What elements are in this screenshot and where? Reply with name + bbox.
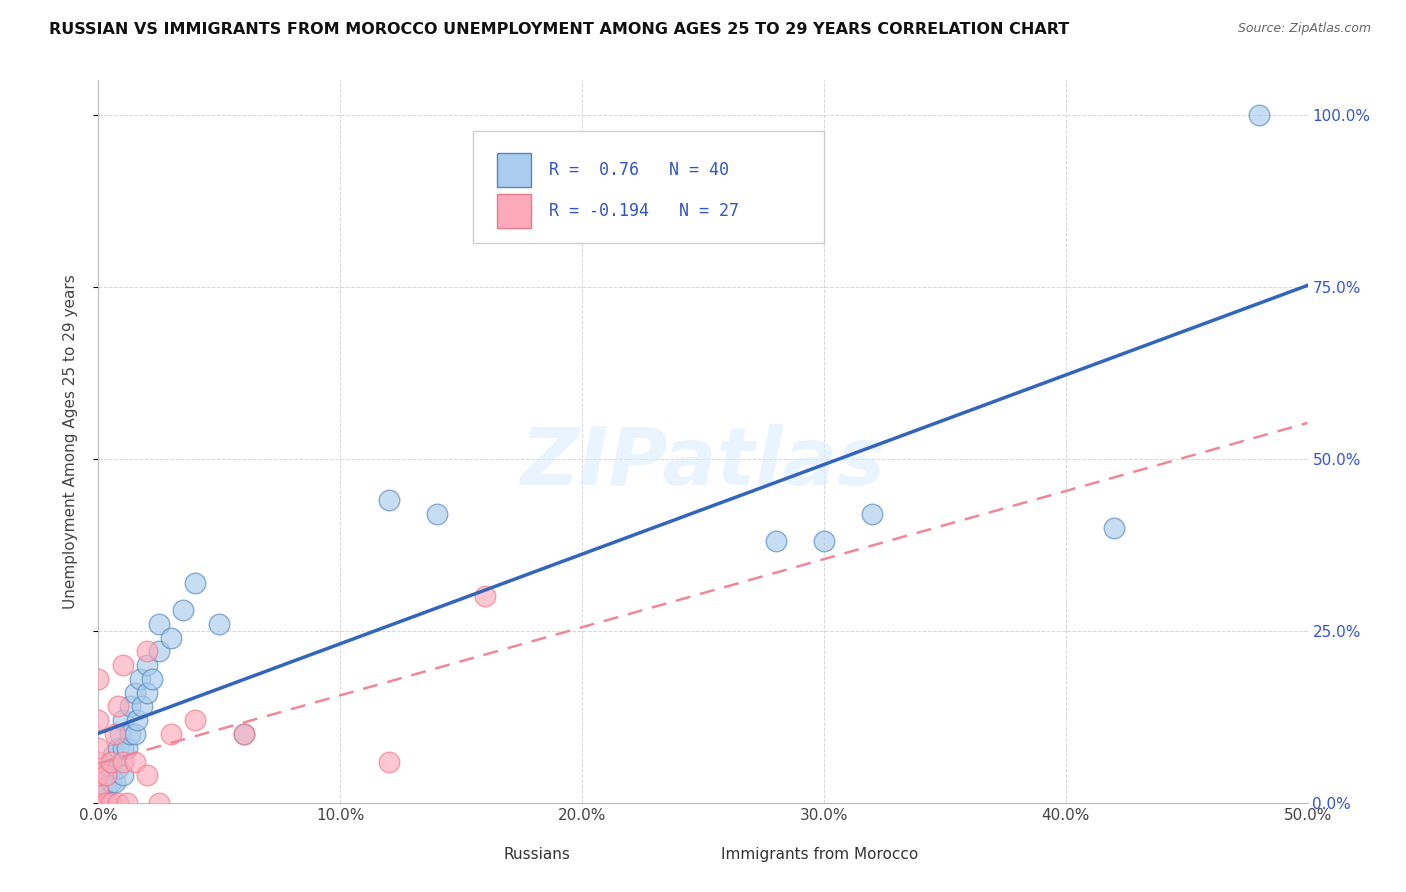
Point — [148, 616, 170, 631]
FancyBboxPatch shape — [474, 131, 824, 243]
Point — [426, 507, 449, 521]
Point — [232, 727, 254, 741]
Point — [148, 796, 170, 810]
Point — [94, 768, 117, 782]
Point — [100, 775, 122, 789]
Text: R =  0.76   N = 40: R = 0.76 N = 40 — [550, 161, 730, 179]
Point — [135, 768, 157, 782]
Point — [377, 493, 399, 508]
Point — [148, 644, 170, 658]
Point — [100, 796, 122, 810]
Point — [118, 727, 141, 741]
Point — [813, 534, 835, 549]
Point — [117, 740, 139, 755]
Point — [87, 713, 110, 727]
Point — [111, 713, 134, 727]
Point — [87, 740, 110, 755]
Point — [135, 644, 157, 658]
Point — [101, 747, 124, 762]
Point — [111, 658, 134, 673]
Point — [87, 796, 110, 810]
Text: R = -0.194   N = 27: R = -0.194 N = 27 — [550, 202, 740, 220]
Point — [474, 590, 496, 604]
Point — [94, 796, 117, 810]
Point — [87, 768, 110, 782]
Point — [160, 727, 183, 741]
Point — [94, 796, 117, 810]
Point — [87, 672, 110, 686]
Point — [860, 507, 883, 521]
Text: Immigrants from Morocco: Immigrants from Morocco — [721, 847, 918, 863]
Point — [87, 796, 110, 810]
Point — [232, 727, 254, 741]
FancyBboxPatch shape — [498, 194, 531, 228]
Point — [87, 796, 110, 810]
Point — [117, 796, 139, 810]
Point — [127, 713, 149, 727]
Point — [87, 782, 110, 797]
FancyBboxPatch shape — [498, 153, 531, 187]
Point — [124, 727, 146, 741]
Point — [184, 713, 207, 727]
Point — [111, 768, 134, 782]
FancyBboxPatch shape — [456, 845, 494, 868]
Point — [1249, 108, 1271, 122]
Point — [100, 761, 122, 775]
Point — [104, 775, 127, 789]
Point — [128, 672, 150, 686]
Point — [118, 699, 141, 714]
Point — [104, 727, 127, 741]
Point — [107, 699, 129, 714]
Point — [1102, 520, 1125, 534]
Point — [172, 603, 194, 617]
Point — [100, 755, 122, 769]
Point — [135, 686, 157, 700]
Point — [141, 672, 163, 686]
Point — [131, 699, 153, 714]
Point — [107, 740, 129, 755]
Point — [124, 755, 146, 769]
Point — [208, 616, 231, 631]
Point — [87, 755, 110, 769]
Text: ZIPatlas: ZIPatlas — [520, 425, 886, 502]
Y-axis label: Unemployment Among Ages 25 to 29 years: Unemployment Among Ages 25 to 29 years — [63, 274, 77, 609]
Text: Russians: Russians — [503, 847, 571, 863]
Point — [765, 534, 787, 549]
Point — [87, 768, 110, 782]
Point — [107, 761, 129, 775]
Point — [377, 755, 399, 769]
Point — [111, 740, 134, 755]
Point — [124, 686, 146, 700]
Text: RUSSIAN VS IMMIGRANTS FROM MOROCCO UNEMPLOYMENT AMONG AGES 25 TO 29 YEARS CORREL: RUSSIAN VS IMMIGRANTS FROM MOROCCO UNEMP… — [49, 22, 1070, 37]
Text: Source: ZipAtlas.com: Source: ZipAtlas.com — [1237, 22, 1371, 36]
Point — [111, 755, 134, 769]
Point — [107, 796, 129, 810]
Point — [135, 658, 157, 673]
Point — [94, 782, 117, 797]
Point — [108, 727, 131, 741]
Point — [160, 631, 183, 645]
Point — [184, 575, 207, 590]
Point — [87, 782, 110, 797]
FancyBboxPatch shape — [672, 845, 711, 868]
